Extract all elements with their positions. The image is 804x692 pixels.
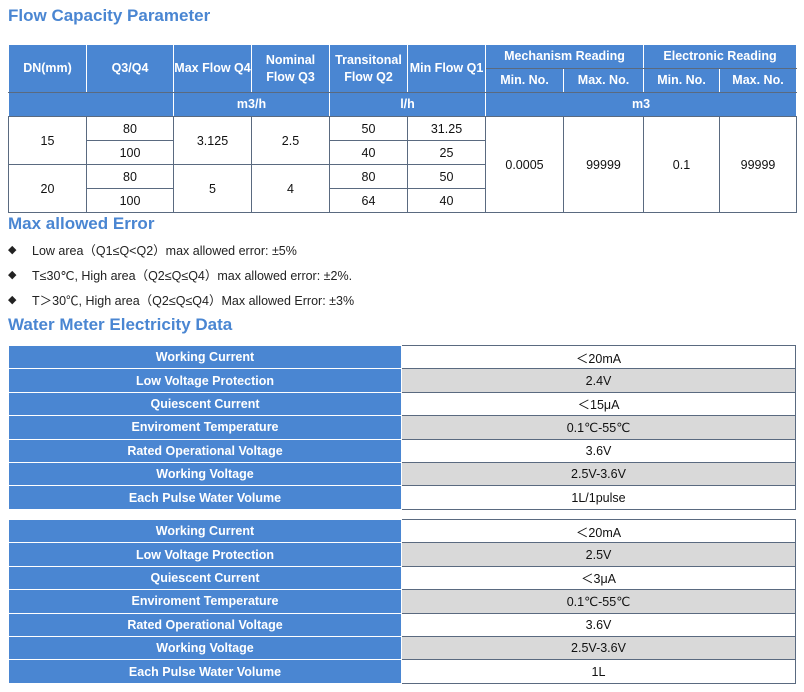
header-unit-m3: m3: [484, 92, 798, 117]
q2-cell: 50: [329, 116, 408, 141]
header-min-flow: Min Flow Q1: [407, 44, 486, 93]
table-row: 20 80 5 4 80 50: [8, 164, 797, 213]
table-row: Low Voltage Protection 2.4V: [8, 368, 796, 393]
elec-max-cell: 99999: [718, 116, 798, 213]
header-mech-min-no: Min. No.: [485, 68, 564, 93]
param-value: 1L: [401, 659, 796, 684]
param-value: 2.5V: [401, 542, 796, 567]
param-label: Each Pulse Water Volume: [8, 485, 402, 510]
electricity-table-1: Working Current ＜20mA Low Voltage Protect…: [8, 344, 796, 510]
q2-cell: 64: [329, 188, 408, 213]
q1-cell: 40: [407, 188, 486, 213]
param-label: Working Current: [8, 518, 402, 544]
header-transitional-flow: Transitonal Flow Q2: [329, 44, 408, 93]
electricity-data-title: Water Meter Electricity Data: [8, 315, 233, 334]
header-elec-min-no: Min. No.: [643, 68, 720, 93]
q1-cell: 31.25: [407, 116, 486, 141]
electricity-table-2: Working Current ＜20mA Low Voltage Protect…: [8, 518, 796, 684]
table-row: Each Pulse Water Volume 1L/1pulse: [8, 485, 796, 510]
q1-cell: 50: [407, 164, 486, 189]
ratio-cell: 80: [86, 164, 174, 189]
error-text: Low area（Q1≤Q<Q2）max allowed error: ±5%: [32, 244, 297, 258]
error-item: ◆ T≤30℃, High area（Q2≤Q≤Q4）max allowed e…: [8, 265, 352, 284]
param-value: 3.6V: [401, 612, 796, 637]
param-label: Working Current: [8, 344, 402, 370]
mech-min-cell: 0.0005: [485, 116, 564, 213]
param-label: Enviroment Temperature: [8, 415, 402, 440]
table-row: 15 80 3.125 2.5 50 31.25 0.0005 99999 0.…: [8, 116, 798, 213]
header-unit-m3h: m3/h: [173, 92, 330, 117]
param-value: ＜15μA: [401, 391, 796, 417]
param-value: ＜20mA: [401, 344, 796, 370]
table-row: Working Current ＜20mA: [8, 344, 796, 370]
q2-cell: 80: [329, 164, 408, 189]
flow-capacity-table: DN(mm) Q3/Q4 Max Flow Q4 Nominal Flow Q3…: [8, 44, 798, 213]
error-text: T≤30℃, High area（Q2≤Q≤Q4）max allowed err…: [32, 269, 353, 283]
param-value: 2.4V: [401, 368, 796, 393]
table-row: Enviroment Temperature 0.1℃-55℃: [8, 415, 796, 440]
table-row: Working Voltage 2.5V-3.6V: [8, 635, 796, 661]
param-label: Quiescent Current: [8, 391, 402, 417]
diamond-bullet-icon: ◆: [8, 244, 17, 256]
param-value: 3.6V: [401, 438, 796, 463]
q4-cell: 3.125: [173, 116, 252, 165]
header-q3q4: Q3/Q4: [86, 44, 174, 93]
q3-cell: 2.5: [251, 116, 330, 165]
table-row: 100 64 40: [9, 188, 797, 213]
table-row: Working Voltage 2.5V-3.6V: [8, 461, 796, 487]
ratio-cell: 100: [86, 140, 174, 165]
param-label: Rated Operational Voltage: [8, 438, 402, 463]
table-row: Rated Operational Voltage 3.6V: [8, 612, 796, 637]
error-text: T＞30℃, High area（Q2≤Q≤Q4）Max allowed Err…: [32, 294, 355, 308]
header-unit-blank: [8, 92, 174, 117]
header-max-flow: Max Flow Q4: [173, 44, 252, 93]
header-electronic-reading: Electronic Reading: [642, 44, 798, 69]
q1-cell: 25: [407, 140, 486, 165]
diamond-bullet-icon: ◆: [8, 294, 17, 306]
error-item: ◆ T＞30℃, High area（Q2≤Q≤Q4）Max allowed E…: [8, 290, 354, 309]
param-value: 1L/1pulse: [401, 485, 796, 510]
header-nominal-flow: Nominal Flow Q3: [251, 44, 330, 93]
param-value: 2.5V-3.6V: [401, 635, 796, 661]
header-dn: DN(mm): [8, 44, 87, 93]
flow-capacity-title: Flow Capacity Parameter: [8, 6, 211, 25]
param-label: Rated Operational Voltage: [8, 612, 402, 637]
table-row: 100 40 25: [9, 140, 797, 165]
table-row: Quiescent Current ＜15μA: [8, 391, 796, 417]
param-label: Enviroment Temperature: [8, 589, 402, 614]
param-label: Low Voltage Protection: [8, 542, 402, 567]
table-row: Enviroment Temperature 0.1℃-55℃: [8, 589, 796, 614]
elec-min-cell: 0.1: [643, 116, 720, 213]
header-unit-lh: l/h: [329, 92, 486, 117]
param-label: Working Voltage: [8, 461, 402, 487]
param-value: 0.1℃-55℃: [401, 415, 796, 440]
param-value: 0.1℃-55℃: [401, 589, 796, 614]
ratio-cell: 100: [86, 188, 174, 213]
mech-max-cell: 99999: [563, 116, 644, 213]
diamond-bullet-icon: ◆: [8, 269, 17, 281]
param-value: ＜3μA: [401, 565, 796, 591]
param-value: ＜20mA: [401, 518, 796, 544]
max-allowed-error-title: Max allowed Error: [8, 214, 155, 233]
table-row: Quiescent Current ＜3μA: [8, 565, 796, 591]
table-row: Each Pulse Water Volume 1L: [8, 659, 796, 684]
param-label: Quiescent Current: [8, 565, 402, 591]
error-item: ◆ Low area（Q1≤Q<Q2）max allowed error: ±5…: [8, 240, 297, 259]
table-row: Rated Operational Voltage 3.6V: [8, 438, 796, 463]
param-label: Low Voltage Protection: [8, 368, 402, 393]
header-mechanism-reading: Mechanism Reading: [485, 44, 644, 69]
q4-cell: 5: [173, 164, 252, 213]
header-mech-max-no: Max. No.: [563, 68, 644, 93]
table-row: Working Current ＜20mA: [8, 518, 796, 544]
param-value: 2.5V-3.6V: [401, 461, 796, 487]
header-elec-max-no: Max. No.: [718, 68, 798, 93]
q3-cell: 4: [251, 164, 330, 213]
q2-cell: 40: [329, 140, 408, 165]
dn-cell: 20: [8, 164, 87, 213]
table-row: Low Voltage Protection 2.5V: [8, 542, 796, 567]
param-label: Working Voltage: [8, 635, 402, 661]
ratio-cell: 80: [86, 116, 174, 141]
param-label: Each Pulse Water Volume: [8, 659, 402, 684]
dn-cell: 15: [8, 116, 87, 165]
